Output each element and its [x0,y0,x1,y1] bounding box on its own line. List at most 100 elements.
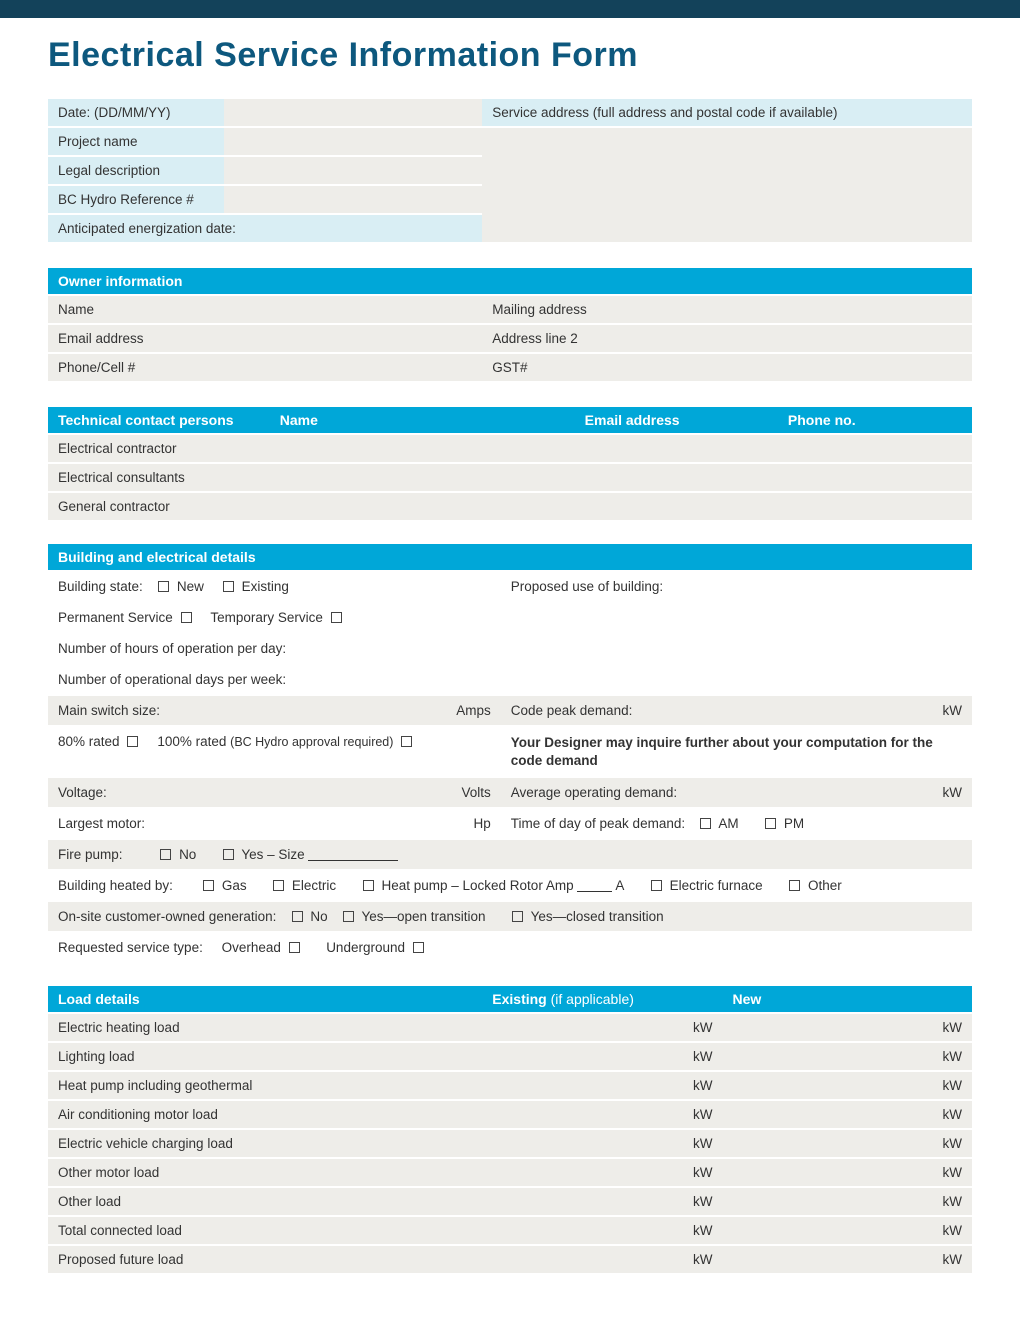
field-gst[interactable] [639,354,972,381]
load-row-label: Other load [48,1188,482,1215]
unit-kw: kW [917,1188,972,1215]
field-load-new[interactable] [723,1159,917,1186]
checkbox-heatpump[interactable] [363,880,374,891]
basic-info-table: Date: (DD/MM/YY) Service address (full a… [48,97,972,244]
field-load-existing[interactable] [482,1217,667,1244]
checkbox-existing[interactable] [223,581,234,592]
unit-kw: kW [667,1159,722,1186]
checkbox-gas[interactable] [203,880,214,891]
checkbox-pm[interactable] [765,818,776,829]
load-row-label: Total connected load [48,1217,482,1244]
field-load-existing[interactable] [482,1043,667,1070]
field-load-new[interactable] [723,1072,917,1099]
onsite-gen-row: On-site customer-owned generation: No Ye… [48,900,972,931]
field-tech-phone[interactable] [778,464,972,491]
field-load-existing[interactable] [482,1072,667,1099]
load-row-label: Heat pump including geothermal [48,1072,482,1099]
checkbox-gen-closed[interactable] [512,911,523,922]
checkbox-firepump-yes[interactable] [223,849,234,860]
unit-kw: kW [917,1217,972,1244]
avg-demand-label[interactable]: Average operating demand: [501,776,908,807]
top-bar [0,0,1020,18]
tech-row-label: Electrical consultants [48,464,270,491]
checkbox-gen-no[interactable] [292,911,303,922]
checkbox-electric[interactable] [273,880,284,891]
field-load-existing[interactable] [482,1101,667,1128]
unit-kw: kW [907,776,972,807]
field-load-existing[interactable] [482,1014,667,1041]
checkbox-new[interactable] [158,581,169,592]
field-load-new[interactable] [723,1014,917,1041]
checkbox-efurnace[interactable] [651,880,662,891]
peak-time-row: Time of day of peak demand: AM PM [501,807,972,838]
field-date[interactable] [224,99,483,126]
field-tech-email[interactable] [575,435,778,462]
unit-kw: kW [917,1159,972,1186]
field-tech-email[interactable] [575,493,778,520]
field-load-new[interactable] [723,1246,917,1273]
field-firepump-size[interactable] [308,860,398,861]
field-owner-phone[interactable] [187,354,483,381]
field-bchydro-ref[interactable] [224,186,483,213]
field-tech-phone[interactable] [778,493,972,520]
field-load-new[interactable] [723,1188,917,1215]
unit-kw: kW [917,1130,972,1157]
requested-service-row: Requested service type: Overhead Undergr… [48,931,972,962]
field-owner-email[interactable] [187,325,483,352]
hours-row[interactable]: Number of hours of operation per day: [48,632,501,663]
field-tech-phone[interactable] [778,435,972,462]
unit-kw: kW [667,1246,722,1273]
label-mailing: Mailing address [482,296,639,323]
field-load-existing[interactable] [482,1159,667,1186]
checkbox-underground[interactable] [413,942,424,953]
checkbox-am[interactable] [700,818,711,829]
form-container: Electrical Service Information Form Date… [0,36,1020,1337]
tech-col-name: Name [270,407,575,433]
unit-kw: kW [917,1043,972,1070]
field-project-name[interactable] [224,128,483,155]
field-load-existing[interactable] [482,1130,667,1157]
field-load-new[interactable] [723,1043,917,1070]
designer-note: Your Designer may inquire further about … [501,725,972,776]
checkbox-permanent[interactable] [181,612,192,623]
heated-by-row: Building heated by: Gas Electric Heat pu… [48,869,972,900]
rated-row: 80% rated 100% rated (BC Hydro approval … [48,725,501,776]
load-row-label: Other motor load [48,1159,482,1186]
field-legal-desc[interactable] [224,157,483,184]
checkbox-firepump-no[interactable] [160,849,171,860]
page-title: Electrical Service Information Form [48,36,972,75]
days-row[interactable]: Number of operational days per week: [48,663,501,694]
tech-row-label: Electrical contractor [48,435,270,462]
field-tech-email[interactable] [575,464,778,491]
code-peak-label[interactable]: Code peak demand: [501,694,908,725]
field-load-new[interactable] [723,1101,917,1128]
main-switch-label[interactable]: Main switch size: [48,694,436,725]
proposed-use-cell[interactable]: Proposed use of building: [501,570,972,694]
field-tech-name[interactable] [270,435,575,462]
field-load-new[interactable] [723,1130,917,1157]
unit-kw: kW [667,1188,722,1215]
voltage-label[interactable]: Voltage: [48,776,436,807]
field-mailing[interactable] [639,296,972,323]
checkbox-gen-open[interactable] [343,911,354,922]
unit-kw: kW [667,1217,722,1244]
field-owner-name[interactable] [187,296,483,323]
largest-motor-label[interactable]: Largest motor: [48,807,436,838]
checkbox-100-rated[interactable] [401,736,412,747]
label-gst: GST# [482,354,639,381]
load-col-existing: Existing (if applicable) [482,986,722,1012]
field-addr2[interactable] [639,325,972,352]
checkbox-other-heat[interactable] [789,880,800,891]
field-tech-name[interactable] [270,464,575,491]
checkbox-80-rated[interactable] [127,736,138,747]
field-load-existing[interactable] [482,1246,667,1273]
checkbox-temporary[interactable] [331,612,342,623]
load-col-new: New [723,986,973,1012]
field-load-existing[interactable] [482,1188,667,1215]
checkbox-overhead[interactable] [289,942,300,953]
field-tech-name[interactable] [270,493,575,520]
field-service-address[interactable] [482,128,972,242]
tech-header: Technical contact persons [48,407,270,433]
field-lra[interactable] [577,891,612,892]
field-load-new[interactable] [723,1217,917,1244]
